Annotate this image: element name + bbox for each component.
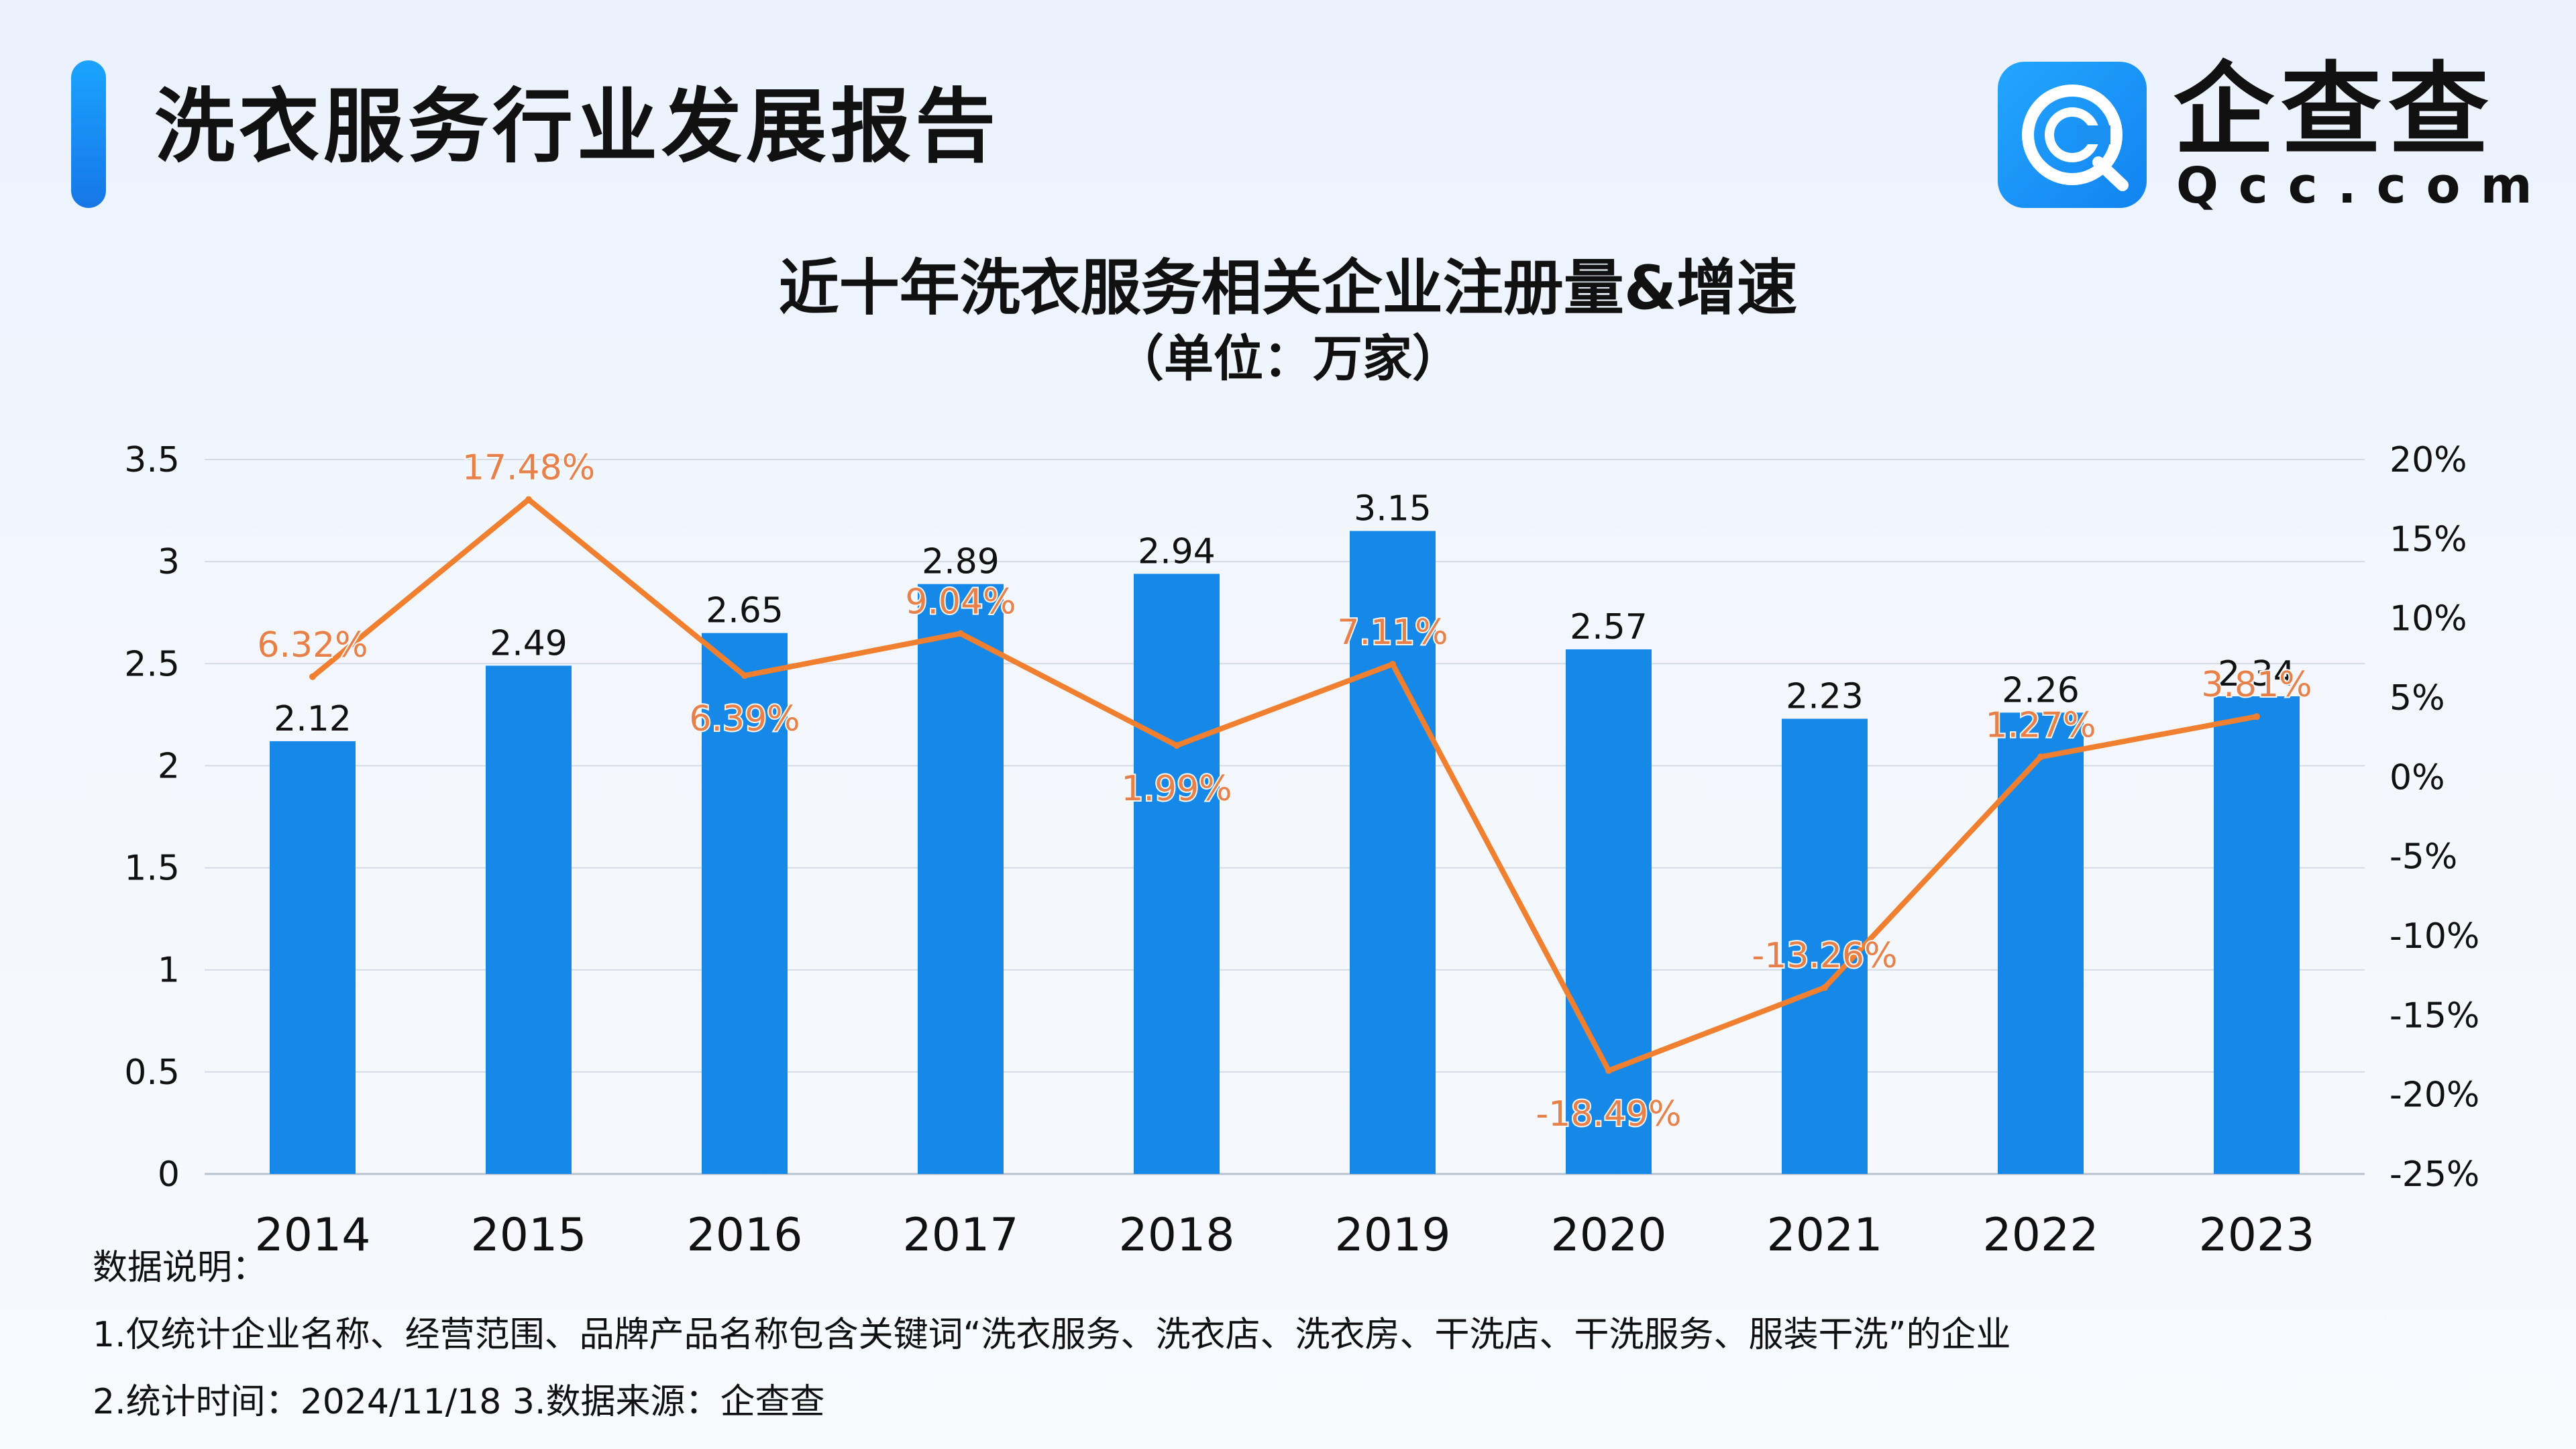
y-left-tick-label: 1 [158, 951, 180, 991]
y-right-tick-label: -5% [2390, 837, 2457, 877]
bar-value-label: 2.34 [2218, 654, 2296, 694]
brand-domain: Qcc.com [2176, 157, 2553, 215]
bar-value-label: 2.49 [490, 623, 568, 663]
y-right-tick-label: -15% [2390, 996, 2479, 1036]
bar [918, 584, 1004, 1174]
bar [1134, 574, 1220, 1174]
y-right-tick-label: 0% [2390, 757, 2445, 798]
growth-point [741, 672, 748, 680]
growth-point [1605, 1067, 1612, 1074]
growth-point [2037, 753, 2044, 761]
growth-value-label: 3.81% [2201, 665, 2312, 705]
growth-value-label: -18.49% [1536, 1094, 1681, 1134]
bar [1350, 531, 1436, 1174]
growth-point [525, 496, 532, 503]
chart-subtitle: （单位：万家） [1114, 330, 1462, 388]
growth-point [309, 673, 316, 680]
growth-value-label: 7.11% [1337, 612, 1448, 653]
bar [1566, 649, 1652, 1174]
x-tick-label: 2019 [1334, 1209, 1450, 1262]
bar-value-label: 2.94 [1138, 531, 1216, 572]
report-title: 洗衣服务行业发展报告 [154, 80, 1000, 174]
bar [702, 633, 788, 1174]
x-tick-label: 2023 [2198, 1209, 2314, 1262]
growth-value-label: 1.99% [1121, 769, 1232, 809]
bar-value-label: 3.15 [1354, 489, 1432, 529]
bar-value-label: 2.65 [706, 591, 784, 631]
growth-point [1389, 661, 1396, 668]
growth-value-label: 6.32% [257, 625, 368, 665]
growth-value-label: 1.27% [1985, 705, 2096, 745]
bar [2214, 696, 2300, 1174]
growth-point [2253, 713, 2260, 720]
y-right-tick-label: -20% [2390, 1075, 2479, 1116]
y-right-tick-label: 15% [2390, 519, 2467, 559]
y-left-tick-label: 0 [158, 1155, 180, 1195]
bar-value-label: 2.12 [274, 699, 352, 739]
growth-point [1821, 984, 1828, 991]
y-right-tick-label: 20% [2390, 440, 2467, 480]
bar [1998, 712, 2084, 1174]
y-left-tick-label: 0.5 [124, 1053, 180, 1093]
growth-line [311, 496, 2257, 1073]
growth-point [1173, 742, 1180, 749]
growth-value-label: -13.26% [1752, 936, 1897, 976]
x-tick-label: 2018 [1118, 1209, 1234, 1262]
x-tick-label: 2021 [1766, 1209, 1882, 1262]
y-left-tick-label: 3.5 [124, 440, 180, 480]
growth-value-label: 6.39% [689, 699, 800, 739]
qcc-logo-icon [1998, 62, 2147, 208]
y-right-tick-label: -10% [2390, 916, 2479, 957]
bar-value-label: 2.26 [2002, 670, 2080, 710]
notes-line-2: 2.统计时间：2024/11/18 3.数据来源：企查查 [93, 1382, 825, 1422]
notes-heading: 数据说明： [93, 1248, 268, 1288]
growth-point [957, 630, 964, 637]
y-left-tick-label: 2.5 [124, 644, 180, 684]
bar-value-label: 2.57 [1570, 607, 1648, 647]
notes-line-1: 1.仅统计企业名称、经营范围、品牌产品名称包含关键词“洗衣服务、洗衣店、洗衣房、… [93, 1315, 2011, 1355]
x-tick-label: 2022 [1982, 1209, 2098, 1262]
title-accent-bar [71, 60, 106, 208]
y-left-tick-label: 1.5 [124, 849, 180, 889]
x-tick-label: 2016 [686, 1209, 802, 1262]
bar [1782, 718, 1868, 1174]
brand-name: 企查查 [2174, 52, 2496, 169]
data-notes: 数据说明： 1.仅统计企业名称、经营范围、品牌产品名称包含关键词“洗衣服务、洗衣… [93, 1234, 2011, 1436]
x-tick-label: 2014 [254, 1209, 370, 1262]
bar [270, 741, 356, 1174]
x-tick-label: 2020 [1550, 1209, 1666, 1262]
y-right-tick-label: -25% [2390, 1155, 2479, 1195]
bar-value-label: 2.23 [1786, 676, 1864, 716]
bar-value-label: 2.89 [922, 542, 1000, 582]
y-left-tick-label: 3 [158, 542, 180, 582]
x-tick-label: 2017 [902, 1209, 1018, 1262]
x-tick-label: 2015 [470, 1209, 586, 1262]
growth-value-label: 9.04% [905, 582, 1016, 622]
y-right-tick-label: 5% [2390, 678, 2445, 718]
bar [486, 665, 572, 1174]
y-right-tick-label: 10% [2390, 599, 2467, 639]
y-left-tick-label: 2 [158, 746, 180, 786]
chart-title: 近十年洗衣服务相关企业注册量&增速 [778, 253, 1798, 323]
growth-value-label: 17.48% [462, 448, 595, 488]
